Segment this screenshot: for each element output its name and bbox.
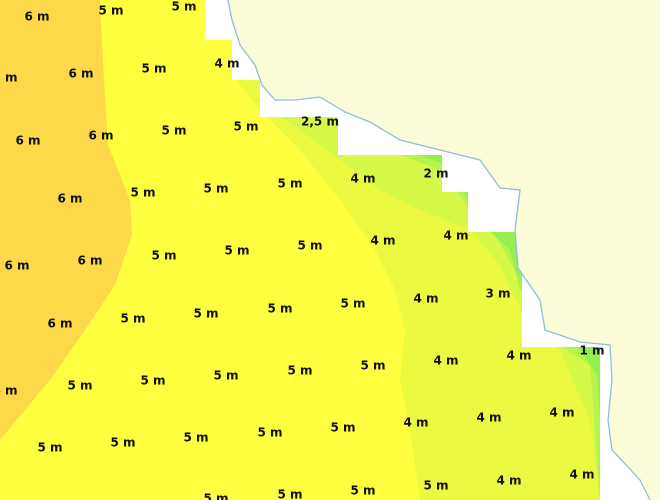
wave-height-label: 6 m [24, 10, 49, 24]
wave-height-label: 5 m [297, 239, 322, 253]
wave-height-label: 5 m [110, 436, 135, 450]
wave-height-label: 5 m [0, 71, 18, 85]
wave-height-label: 5 m [183, 431, 208, 445]
wave-height-label: 5 m [257, 426, 282, 440]
wave-height-label: 4 m [443, 229, 468, 243]
wave-zone-6m [0, 0, 132, 440]
wave-height-label: 5 m [98, 4, 123, 18]
wave-height-label: 5 m [140, 374, 165, 388]
wave-height-label: 5 m [193, 307, 218, 321]
wave-height-label: 5 m [287, 364, 312, 378]
wave-height-label: 5 m [141, 62, 166, 76]
wave-height-label: 5 m [233, 120, 258, 134]
wave-height-label: 4 m [214, 57, 239, 71]
wave-height-label: 6 m [0, 384, 18, 398]
wave-height-label: 4 m [370, 234, 395, 248]
wave-height-label: 4 m [569, 468, 594, 482]
wave-height-label: 3 m [485, 287, 510, 301]
wave-height-label: 4 m [433, 354, 458, 368]
wave-height-label: 5 m [67, 379, 92, 393]
wave-height-label: 5 m [203, 492, 228, 500]
wave-height-label: 6 m [88, 129, 113, 143]
wave-height-label: 6 m [4, 259, 29, 273]
wave-height-label: 5 m [267, 302, 292, 316]
wave-height-label: 4 m [403, 416, 428, 430]
wave-height-label: 5 m [423, 479, 448, 493]
wave-height-label: 5 m [151, 249, 176, 263]
wave-height-label: 5 m [330, 421, 355, 435]
wave-height-label: 6 m [77, 254, 102, 268]
wave-height-label: 5 m [161, 124, 186, 138]
coastline [227, 0, 651, 500]
wave-height-label: 5 m [277, 177, 302, 191]
wave-height-label: 4 m [549, 406, 574, 420]
wave-height-label: 5 m [350, 484, 375, 498]
wave-height-label: 5 m [37, 441, 62, 455]
wave-height-label: 5 m [277, 488, 302, 500]
wave-height-label: 5 m [213, 369, 238, 383]
wave-height-label: 4 m [506, 349, 531, 363]
wave-height-label: 4 m [350, 172, 375, 186]
wave-height-label: 4 m [476, 411, 501, 425]
wave-height-label: 5 m [224, 244, 249, 258]
wave-height-label: 5 m [130, 186, 155, 200]
wave-height-label: 6 m [68, 67, 93, 81]
wave-height-label: 6 m [15, 134, 40, 148]
wave-height-labels: 6 m 5 m 5 m 5 m 6 m 5 m 4 m 6 m 6 m 5 m 5 m 2,5 m 5 … [0, 0, 605, 500]
wave-height-label: 2,5 m [301, 115, 339, 129]
wave-height-label: 4 m [413, 292, 438, 306]
wave-height-label: 5 m [171, 0, 196, 14]
wave-height-label: 5 m [340, 297, 365, 311]
wave-height-label: 4 m [496, 474, 521, 488]
wave-height-label: 5 m [360, 359, 385, 373]
wave-height-label: 5 m [203, 182, 228, 196]
wave-height-label: 5 m [120, 312, 145, 326]
land-area [228, 0, 660, 500]
wave-height-label: 2 m [423, 167, 448, 181]
wave-height-label: 6 m [57, 192, 82, 206]
wave-height-label: 1 m [579, 344, 604, 358]
wave-height-label: 6 m [47, 317, 72, 331]
